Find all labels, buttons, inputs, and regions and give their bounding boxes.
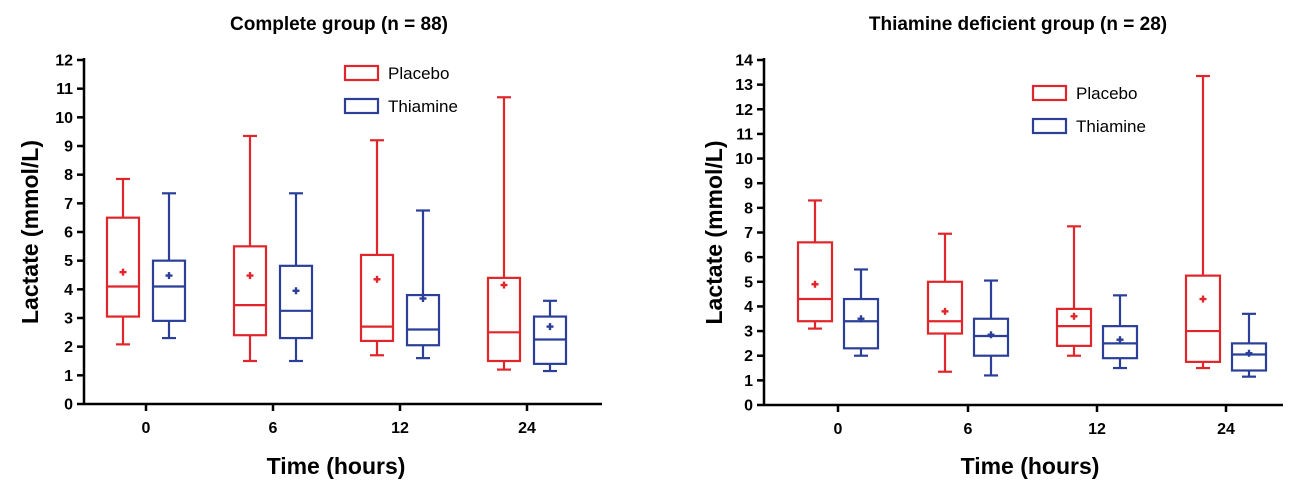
box-iqr [232,245,268,337]
legend-label-placebo: Placebo [1076,84,1137,103]
y-tick-label: 6 [744,250,753,267]
legend-label-thiamine: Thiamine [1076,117,1146,136]
y-tick-label: 13 [735,77,753,94]
box-placebo-24 [1184,74,1222,370]
y-tick-label: 1 [744,373,753,390]
box-thiamine-12 [1101,294,1139,370]
x-tick-label: 12 [1088,421,1106,438]
box-iqr [796,241,834,323]
box-iqr [359,253,395,343]
box-iqr [105,216,141,318]
y-tick-label: 11 [56,81,73,98]
box-iqr [842,297,880,350]
y-tick-label: 4 [64,282,73,299]
y-tick-label: 1 [64,368,73,385]
y-tick-label: 7 [64,196,73,213]
legend-swatch-placebo [1031,84,1068,102]
box-iqr [278,264,314,340]
legend: Placebo Thiamine [1031,84,1146,136]
x-tick-label: 24 [518,420,536,437]
y-tick-label: 2 [744,348,753,365]
x-tick-label: 0 [834,421,843,438]
box-placebo-6 [926,232,964,373]
box-thiamine-24 [532,299,568,373]
y-tick-label: 2 [64,339,73,356]
y-tick-label: 12 [735,102,753,119]
box-placebo-6 [232,134,268,363]
chart-title: Thiamine deficient group (n = 28) [869,14,1167,35]
y-axis-label: Lactate (mmol/L) [17,140,43,324]
box-thiamine-24 [1230,312,1268,378]
y-tick-label: 11 [736,126,753,143]
y-tick-label: 3 [744,324,753,341]
box-iqr [151,259,187,322]
box-thiamine-6 [972,279,1010,377]
y-tick-label: 8 [64,167,73,184]
y-tick-label: 4 [744,299,753,316]
box-thiamine-0 [151,192,187,340]
x-axis-label: Time (hours) [267,453,406,479]
y-tick-label: 9 [64,139,73,156]
box-thiamine-12 [405,209,441,360]
x-tick-label: 12 [391,420,409,437]
legend: Placebo Thiamine [343,64,458,116]
chart-title: Complete group (n = 88) [230,14,448,35]
y-tick-label: 6 [64,225,73,242]
box-iqr [405,293,441,347]
legend-swatch-thiamine [343,97,380,115]
box-thiamine-6 [278,192,314,363]
legend-label-placebo: Placebo [388,64,449,83]
x-tick-label: 6 [964,421,973,438]
box-placebo-12 [359,139,395,357]
y-tick-label: 12 [55,53,73,70]
chart-panel-1: Thiamine deficient group (n = 28) Lactate… [701,14,1283,479]
box-iqr [1184,274,1222,363]
box-placebo-12 [1055,225,1093,357]
box-iqr [486,276,522,363]
box-placebo-0 [796,199,834,330]
y-tick-label: 7 [744,225,753,242]
box-placebo-24 [486,96,522,371]
chart-panel-0: Complete group (n = 88) Lactate (mmol/L) T… [17,14,602,479]
legend-swatch-thiamine [1031,117,1068,135]
box-iqr [1230,342,1268,372]
y-axis-label: Lactate (mmol/L) [701,140,727,324]
legend-label-thiamine: Thiamine [388,97,458,116]
box-iqr [1055,307,1093,347]
x-axis-label: Time (hours) [961,453,1100,479]
y-tick-label: 9 [744,176,753,193]
x-tick-label: 24 [1217,421,1235,438]
y-tick-label: 0 [744,398,753,415]
y-tick-label: 5 [744,274,753,291]
box-iqr [1101,325,1139,360]
y-tick-label: 8 [744,200,753,217]
y-tick-label: 10 [55,110,73,127]
box-iqr [972,317,1010,357]
legend-swatch-placebo [343,64,380,82]
x-tick-label: 0 [142,420,151,437]
y-tick-label: 3 [64,311,73,328]
y-tick-label: 5 [64,253,73,270]
box-thiamine-0 [842,268,880,357]
box-iqr [926,280,964,335]
y-tick-label: 14 [735,53,753,70]
y-tick-label: 10 [735,151,753,168]
y-tick-label: 0 [64,397,73,414]
x-tick-label: 6 [269,420,278,437]
box-placebo-0 [105,177,141,346]
